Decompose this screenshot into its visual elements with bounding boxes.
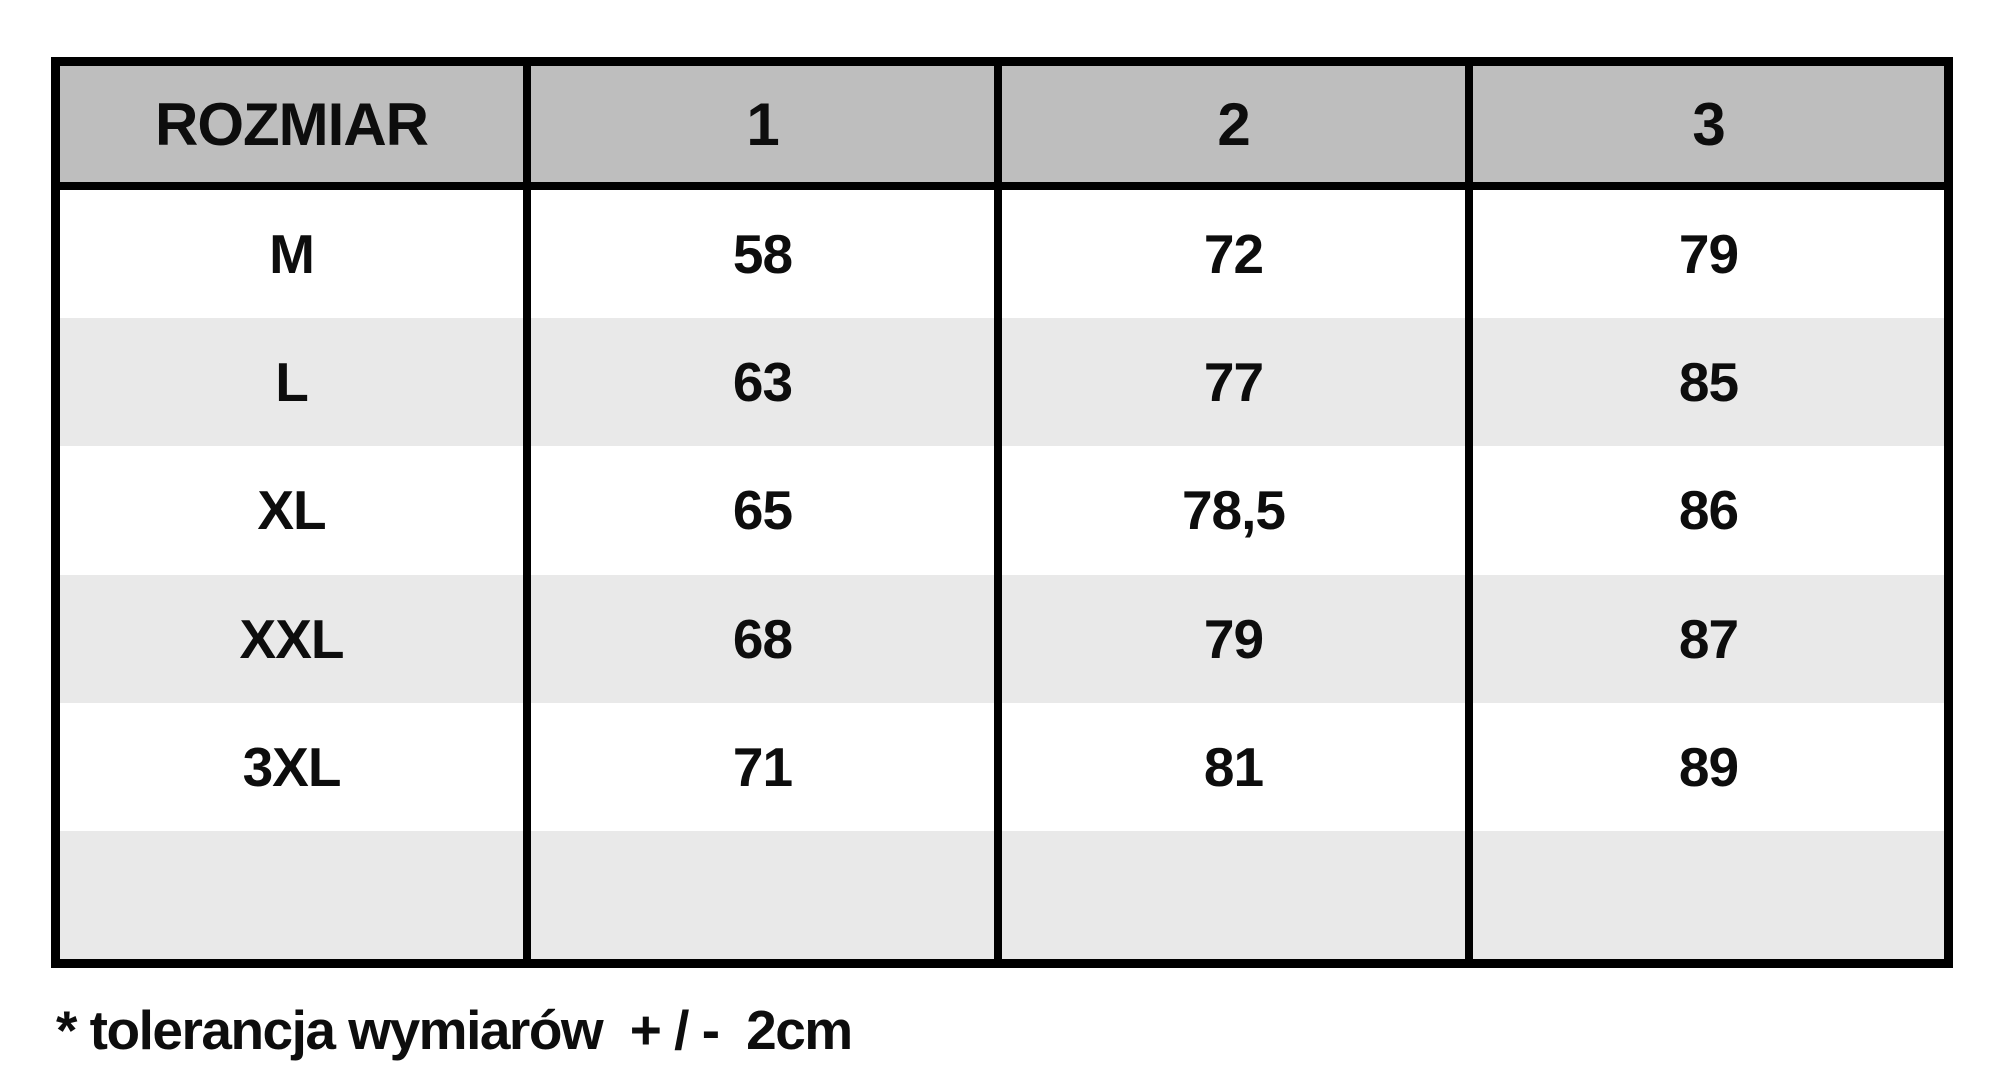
size-cell: L: [60, 318, 531, 447]
table-cell: 71: [531, 702, 1002, 831]
size-cell: M: [60, 190, 531, 319]
table-cell: 58: [531, 190, 1002, 319]
table-cell: 79: [1473, 190, 1944, 319]
table-cell: 89: [1473, 702, 1944, 831]
header-cell-2: 2: [1002, 66, 1473, 190]
size-cell: XXL: [60, 574, 531, 703]
table-cell: 79: [1002, 574, 1473, 703]
table-cell: 77: [1002, 318, 1473, 447]
table-cell: [1473, 830, 1944, 959]
table-cell: 81: [1002, 702, 1473, 831]
header-cell-3: 3: [1473, 66, 1944, 190]
size-cell: XL: [60, 446, 531, 575]
tolerance-footnote: * tolerancja wymiarów + / - 2cm: [56, 999, 853, 1061]
table-cell: 68: [531, 574, 1002, 703]
table-cell: [1002, 830, 1473, 959]
table-cell: 85: [1473, 318, 1944, 447]
header-cell-rozmiar: ROZMIAR: [60, 66, 531, 190]
size-cell: 3XL: [60, 702, 531, 831]
table-cell: 86: [1473, 446, 1944, 575]
table-cell: 87: [1473, 574, 1944, 703]
table-cell: 63: [531, 318, 1002, 447]
size-chart-table: ROZMIAR 1 2 3 M 58 72 79 L 63 77 85 XL 6…: [51, 57, 1953, 968]
size-cell: [60, 830, 531, 959]
table-cell: 72: [1002, 190, 1473, 319]
header-cell-1: 1: [531, 66, 1002, 190]
table-cell: [531, 830, 1002, 959]
table-cell: 78,5: [1002, 446, 1473, 575]
table-cell: 65: [531, 446, 1002, 575]
